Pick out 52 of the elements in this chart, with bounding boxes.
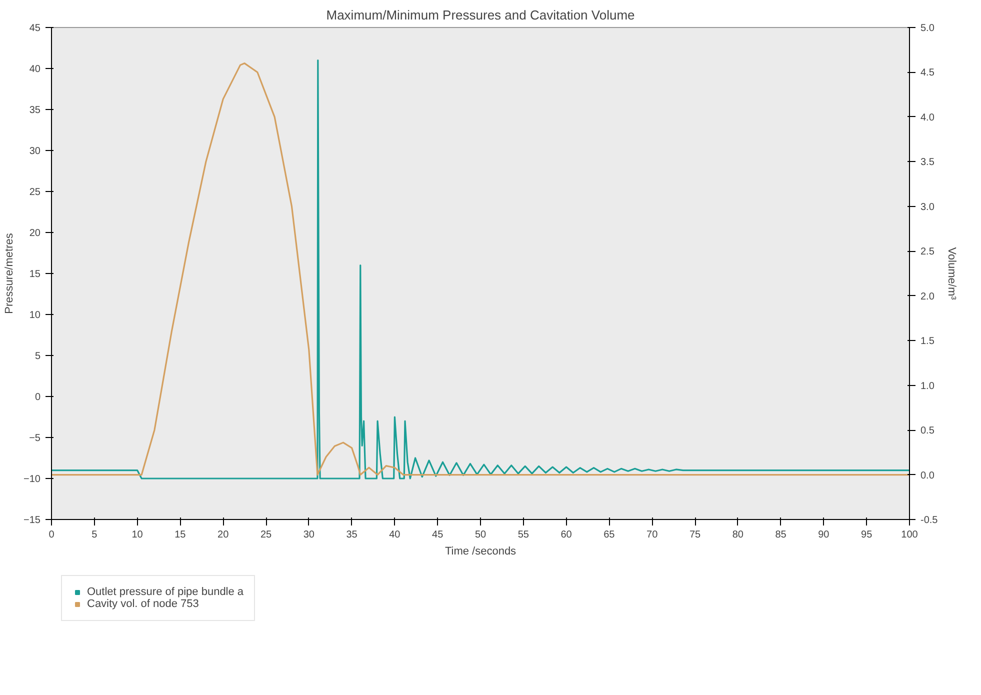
y-tick-label: 5 <box>34 351 41 362</box>
y-tick-label: 40 <box>29 64 41 75</box>
x-tick-label: 65 <box>604 530 616 540</box>
y2-axis-title: Volume/m³ <box>946 247 958 300</box>
y-tick-label: 45 <box>29 23 41 34</box>
legend-label: Cavity vol. of node 753 <box>87 598 199 610</box>
x-tick-label: 100 <box>901 530 918 540</box>
y2-tick-label: 0.5 <box>920 426 935 437</box>
y2-tick-label: 0.0 <box>920 470 935 482</box>
y2-tick-label: 3.5 <box>920 157 935 168</box>
x-tick-label: 5 <box>92 530 98 540</box>
x-tick-label: 15 <box>174 530 186 540</box>
x-tick-label: 70 <box>646 530 658 540</box>
y-tick-label: 10 <box>29 310 41 321</box>
y2-tick-label: -0.5 <box>920 515 938 526</box>
y2-tick-label: 4.5 <box>920 68 935 79</box>
y-tick-label: −5 <box>29 433 41 444</box>
y-tick-label: 30 <box>29 146 41 157</box>
chart-title: Maximum/Minimum Pressures and Cavitation Volume <box>326 8 635 22</box>
x-tick-label: 85 <box>775 530 787 540</box>
y-tick-label: 0 <box>34 392 41 403</box>
x-tick-label: 40 <box>389 530 401 540</box>
x-axis-title: Time /seconds <box>444 546 517 558</box>
y2-tick-label: 5.0 <box>920 23 935 34</box>
y2-tick-label: 1.0 <box>920 380 935 392</box>
y2-tick-label: 2.5 <box>920 246 935 258</box>
x-tick-label: 55 <box>518 530 530 540</box>
y-tick-label: −15 <box>24 515 41 526</box>
x-tick-label: 45 <box>432 530 444 540</box>
y-tick-label: −10 <box>24 474 41 485</box>
x-tick-label: 95 <box>861 530 873 540</box>
y2-tick-label: 1.5 <box>920 336 935 348</box>
x-tick-label: 80 <box>732 530 744 540</box>
y-tick-label: 20 <box>29 228 41 239</box>
x-tick-label: 25 <box>260 530 272 540</box>
x-tick-label: 50 <box>474 530 486 540</box>
x-tick-label: 10 <box>132 530 144 540</box>
x-tick-label: 20 <box>218 530 230 540</box>
x-tick-label: 90 <box>818 530 830 540</box>
y-tick-label: 15 <box>29 269 41 280</box>
y-tick-label: 25 <box>29 187 41 198</box>
legend-label: Outlet pressure of pipe bundle a <box>87 586 244 598</box>
x-tick-label: 0 <box>48 530 55 540</box>
y2-tick-label: 2.0 <box>920 291 935 302</box>
y-tick-label: 35 <box>29 105 41 116</box>
y-axis-title: Pressure/metres <box>4 232 16 314</box>
y2-tick-label: 4.0 <box>920 112 935 124</box>
x-tick-label: 30 <box>303 530 315 540</box>
x-tick-label: 60 <box>560 530 572 540</box>
y2-tick-label: 3.0 <box>920 202 935 213</box>
x-tick-label: 35 <box>346 530 358 540</box>
x-tick-label: 75 <box>689 530 701 540</box>
